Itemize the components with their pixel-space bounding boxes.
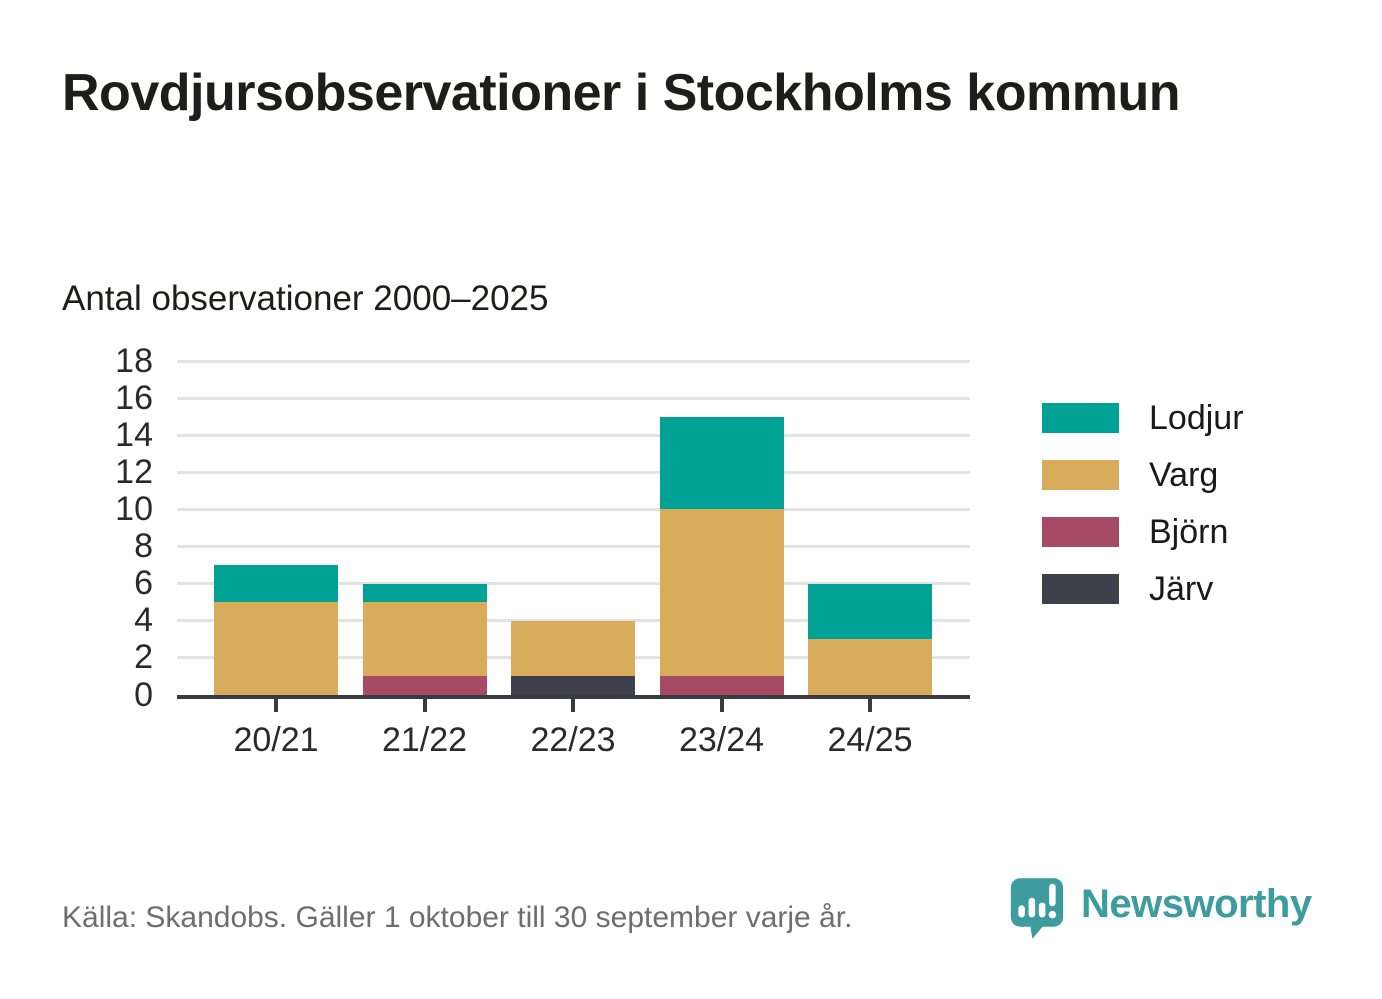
y-tick-label: 4 xyxy=(134,601,153,640)
legend-swatch-Lodjur xyxy=(1042,403,1119,433)
newsworthy-speech-bubble-bar-chart-icon xyxy=(1010,878,1064,939)
legend-item-Björn: Björn xyxy=(1042,513,1229,551)
y-tick-label: 18 xyxy=(115,341,153,380)
y-tick-label: 14 xyxy=(115,415,153,454)
y-tick-label: 16 xyxy=(115,378,153,417)
x-tick-22/23 xyxy=(571,699,575,712)
x-tick-label: 23/24 xyxy=(678,721,765,759)
bar-segment-Varg-24/25 xyxy=(808,639,932,695)
legend-label: Björn xyxy=(1149,513,1229,551)
legend-swatch-Varg xyxy=(1042,460,1119,490)
chart-subtitle: Antal observationer 2000–2025 xyxy=(62,279,549,318)
page-title: Rovdjursobservationer i Stockholms kommu… xyxy=(62,64,1180,122)
x-tick-23/24 xyxy=(719,699,724,712)
legend-swatch-Järv xyxy=(1042,574,1119,604)
x-tick-21/22 xyxy=(422,699,427,712)
x-tick-label: 22/23 xyxy=(530,721,616,759)
legend-swatch-Björn xyxy=(1042,517,1119,547)
x-tick-label: 24/25 xyxy=(827,721,913,759)
bar-segment-Järv-22/23 xyxy=(511,676,635,695)
bar-segment-Björn-21/22 xyxy=(362,676,487,695)
gridline-y10 xyxy=(177,507,970,511)
bar-segment-Lodjur-23/24 xyxy=(659,416,784,510)
x-tick-24/25 xyxy=(868,699,872,712)
gridline-y8 xyxy=(177,545,970,549)
bar-segment-Lodjur-24/25 xyxy=(808,583,932,640)
bar-segment-Björn-23/24 xyxy=(659,676,784,695)
x-tick-label: 21/22 xyxy=(381,721,468,759)
source-note: Källa: Skandobs. Gäller 1 oktober till 3… xyxy=(62,901,853,934)
y-tick-label: 2 xyxy=(134,638,153,677)
y-tick-label: 8 xyxy=(134,527,153,566)
gridline-y6 xyxy=(177,582,970,586)
legend-label: Järv xyxy=(1149,570,1214,608)
gridline-y12 xyxy=(177,470,970,474)
y-tick-label: 12 xyxy=(115,452,153,491)
bar-segment-Lodjur-21/22 xyxy=(362,583,487,603)
legend-item-Järv: Järv xyxy=(1042,570,1214,608)
legend-item-Varg: Varg xyxy=(1042,456,1219,494)
gridline-y14 xyxy=(177,433,970,437)
bar-segment-Varg-20/21 xyxy=(214,602,338,695)
bar-segment-Varg-21/22 xyxy=(362,602,487,677)
x-axis-line xyxy=(177,695,970,699)
y-tick-label: 6 xyxy=(134,564,153,603)
legend-label: Varg xyxy=(1149,456,1219,494)
bar-segment-Varg-23/24 xyxy=(659,509,784,677)
legend-label: Lodjur xyxy=(1149,399,1244,437)
brand-logo: Newsworthy xyxy=(1009,876,1312,942)
brand-name: Newsworthy xyxy=(1081,882,1312,926)
x-tick-label: 20/21 xyxy=(233,721,319,759)
y-tick-label: 0 xyxy=(134,675,153,714)
legend-item-Lodjur: Lodjur xyxy=(1042,399,1244,437)
gridline-y18 xyxy=(177,359,970,363)
x-tick-20/21 xyxy=(274,699,278,712)
bar-segment-Lodjur-20/21 xyxy=(214,565,338,603)
y-tick-label: 10 xyxy=(115,489,153,528)
bar-segment-Varg-22/23 xyxy=(511,620,635,677)
gridline-y16 xyxy=(177,396,970,400)
